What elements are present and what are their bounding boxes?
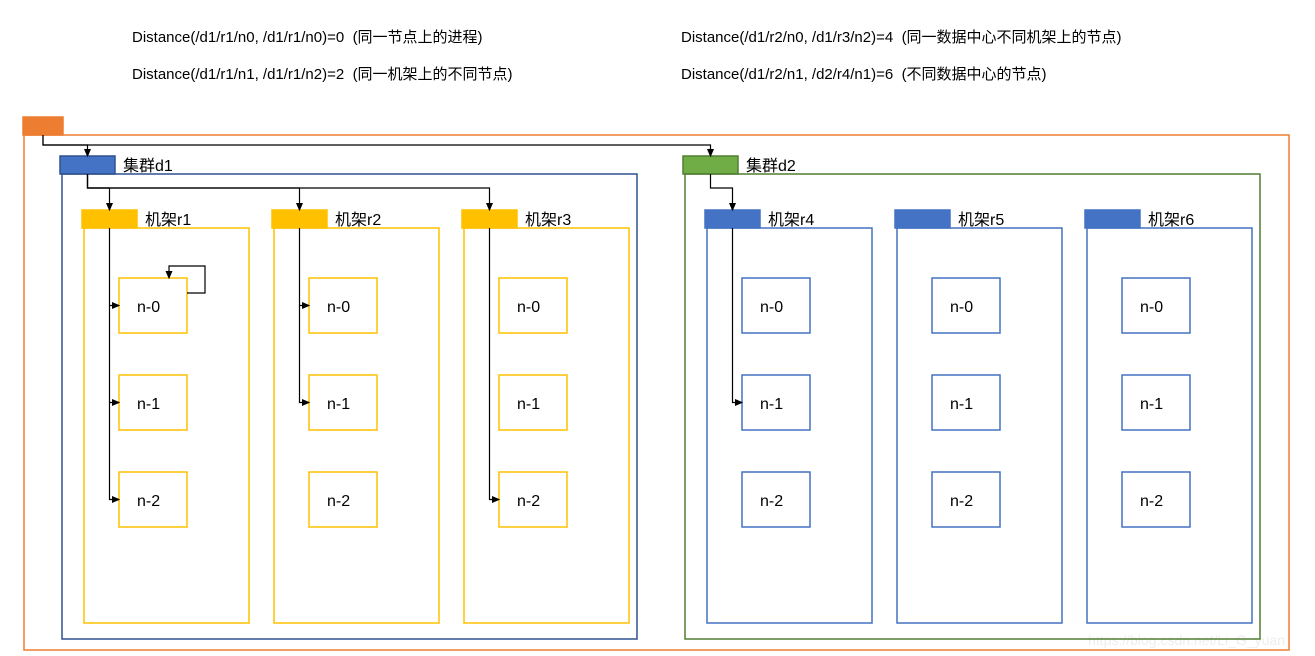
root-tab: [23, 117, 63, 135]
arrow-d2-r4: [711, 174, 733, 210]
arrow-d1-r2: [88, 174, 300, 210]
node-r5-2-label: n-2: [950, 493, 973, 510]
arrow-d1-r1: [88, 174, 110, 210]
node-r4-0-label: n-0: [760, 299, 783, 316]
cluster-d2-label: 集群d2: [746, 157, 796, 175]
rack-r4-tab: [705, 210, 760, 228]
arrow-r2-n0: [300, 228, 310, 306]
arrow-d1-r3: [88, 174, 490, 210]
rack-r3-label: 机架r3: [525, 211, 571, 229]
node-r2-0-label: n-0: [327, 299, 350, 316]
node-r6-2-label: n-2: [1140, 493, 1163, 510]
node-r4-1-label: n-1: [760, 396, 783, 413]
node-r6-0-label: n-0: [1140, 299, 1163, 316]
arrow-r2-n1: [300, 306, 310, 403]
rack-r6-label: 机架r6: [1148, 211, 1194, 229]
cluster-d1-tab: [60, 156, 115, 174]
rack-r6-tab: [1085, 210, 1140, 228]
node-r5-0-label: n-0: [950, 299, 973, 316]
node-r6-1-label: n-1: [1140, 396, 1163, 413]
node-r3-2-label: n-2: [517, 493, 540, 510]
node-r1-0-label: n-0: [137, 299, 160, 316]
rack-r5-tab: [895, 210, 950, 228]
topology-diagram: 集群d1 集群d2 机架r1 n-0 n-1 n-2 机架r2 n-0 n-1 n-2 机架r3 n-…: [0, 0, 1315, 656]
node-r3-0-label: n-0: [517, 299, 540, 316]
rack-r5-label: 机架r5: [958, 211, 1004, 229]
arrow-root-d2: [43, 135, 711, 156]
arrow-r1-n1: [110, 306, 120, 403]
rack-r2-tab: [272, 210, 327, 228]
node-r3-1-label: n-1: [517, 396, 540, 413]
arrow-r1-n0: [110, 228, 120, 306]
cluster-d1-label: 集群d1: [123, 157, 173, 175]
rack-r2-label: 机架r2: [335, 211, 381, 229]
rack-r1-tab: [82, 210, 137, 228]
rack-r1-label: 机架r1: [145, 211, 191, 229]
node-r2-2-label: n-2: [327, 493, 350, 510]
cluster-d2-tab: [683, 156, 738, 174]
node-r1-1-label: n-1: [137, 396, 160, 413]
rack-r4-label: 机架r4: [768, 211, 814, 229]
node-r4-2-label: n-2: [760, 493, 783, 510]
arrow-r3-n2: [490, 228, 500, 500]
node-r2-1-label: n-1: [327, 396, 350, 413]
node-r5-1-label: n-1: [950, 396, 973, 413]
arrow-r4-n1: [733, 228, 743, 403]
node-r1-2-label: n-2: [137, 493, 160, 510]
rack-r3-tab: [462, 210, 517, 228]
arrow-r1-n2: [110, 403, 120, 500]
